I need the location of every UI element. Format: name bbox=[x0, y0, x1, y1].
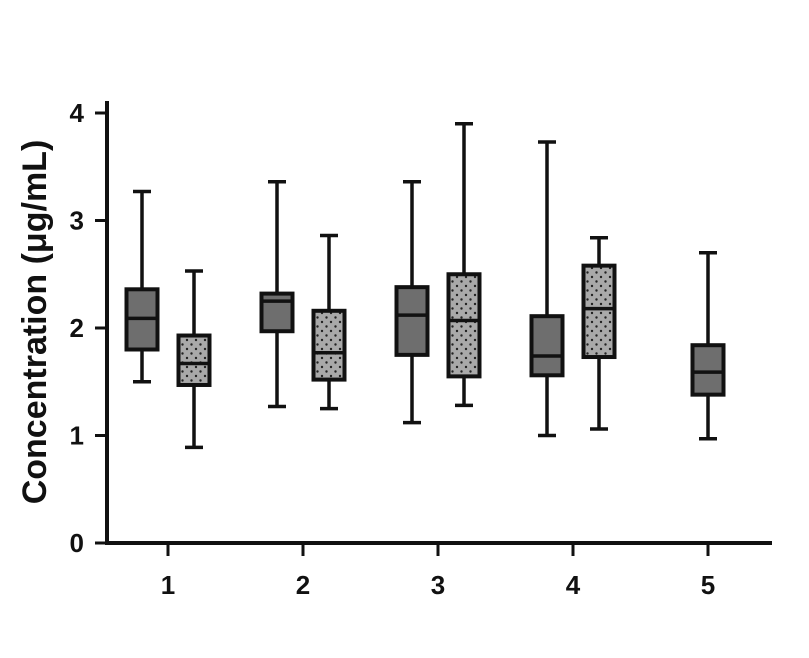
iqr-box bbox=[394, 285, 430, 357]
x-tick-label: 3 bbox=[431, 570, 445, 600]
iqr-box bbox=[311, 308, 347, 382]
iqr-box bbox=[259, 291, 295, 334]
box-plot-solid-1 bbox=[124, 189, 160, 384]
x-tick-label: 5 bbox=[701, 570, 715, 600]
box-plot-dotted-1 bbox=[176, 269, 212, 450]
box-plot-dotted-3 bbox=[446, 122, 482, 408]
iqr-box bbox=[176, 333, 212, 387]
iqr-box bbox=[529, 314, 565, 378]
box-plot-solid-4 bbox=[529, 140, 565, 438]
iqr-box bbox=[446, 272, 482, 379]
axes: 0 1 2 3 4 1 2 3 4 5 bbox=[70, 98, 772, 600]
iqr-box bbox=[690, 343, 726, 397]
y-tick-label: 0 bbox=[70, 528, 84, 558]
box-plot-solid-3 bbox=[394, 180, 430, 425]
box-plot-dotted-2 bbox=[311, 233, 347, 411]
y-tick-label: 2 bbox=[70, 313, 84, 343]
x-tick-label: 4 bbox=[566, 570, 581, 600]
x-tick-label: 2 bbox=[296, 570, 310, 600]
plot-area bbox=[124, 122, 726, 450]
y-tick-label: 1 bbox=[70, 421, 84, 451]
iqr-box bbox=[581, 263, 617, 360]
box-plot-solid-5 bbox=[690, 251, 726, 441]
box-plot-dotted-4 bbox=[581, 235, 617, 431]
box-plot-solid-2 bbox=[259, 180, 295, 409]
y-tick-label: 4 bbox=[70, 98, 85, 128]
x-tick-label: 1 bbox=[161, 570, 175, 600]
y-axis-title: Concentration (μg/mL) bbox=[16, 140, 54, 505]
y-tick-label: 3 bbox=[70, 206, 84, 236]
